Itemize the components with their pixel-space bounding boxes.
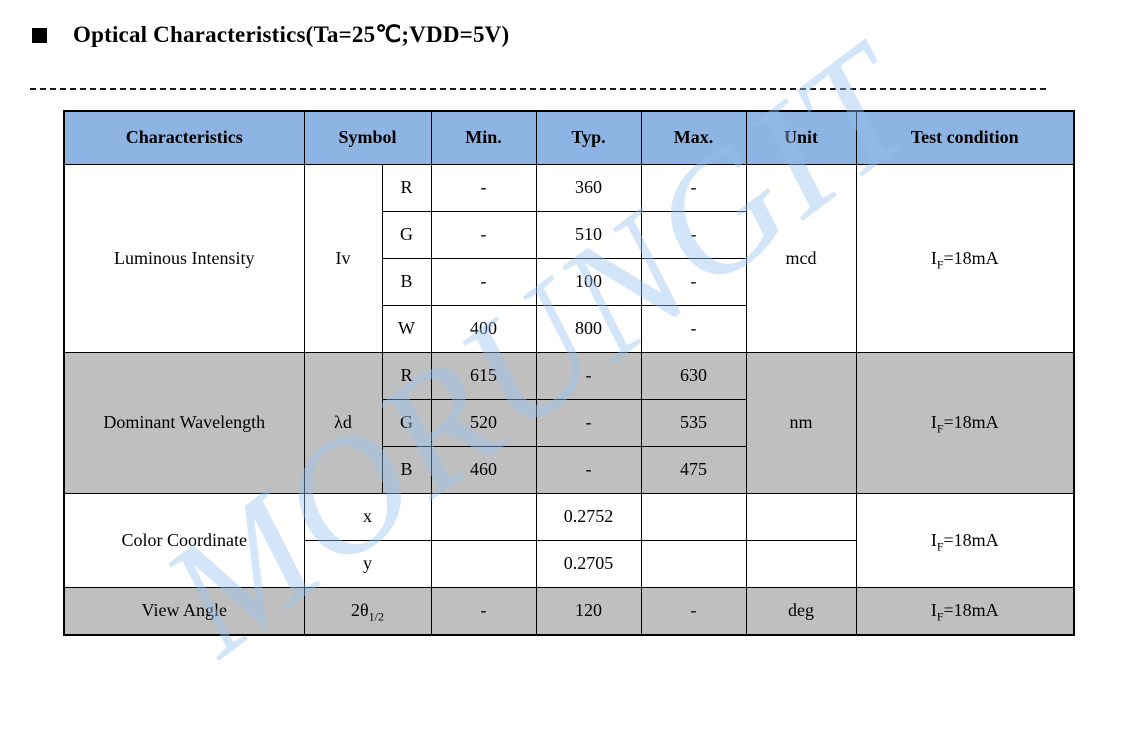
dominant-r-max-cell: 630 <box>640 351 747 400</box>
test-post: =18mA <box>943 529 999 550</box>
luminous-r-min-cell: - <box>430 163 537 212</box>
test-sub: F <box>936 609 944 624</box>
page-title: Optical Characteristics(Ta=25℃;VDD=5V) <box>73 22 510 47</box>
view-angle-typ-cell: 120 <box>535 586 642 636</box>
luminous-g-max-cell: - <box>640 210 747 259</box>
coordinate-test-condition-cell: IF=18mA <box>855 492 1075 588</box>
luminous-row-w: W 400 800 - <box>64 304 1074 353</box>
header-typ: Typ. <box>535 110 642 165</box>
table-container: Characteristics Symbol Min. Typ. Max. Un… <box>63 110 1075 636</box>
luminous-b-typ-cell: 100 <box>535 257 642 306</box>
dominant-row-g: G 520 - 535 <box>64 398 1074 447</box>
test-condition-text: IF=18mA <box>930 412 999 435</box>
coordinate-x-min-cell <box>430 492 537 541</box>
coordinate-x-max-cell <box>640 492 747 541</box>
header-test-condition: Test condition <box>855 110 1075 165</box>
test-post: =18mA <box>943 247 999 268</box>
dominant-g-max-cell: 535 <box>640 398 747 447</box>
view-angle-test-condition-cell: IF=18mA <box>855 586 1075 636</box>
bullet-square-icon <box>32 27 47 43</box>
luminous-r-channel-cell: R <box>381 163 432 212</box>
symbol-sub: 1/2 <box>368 609 384 624</box>
dominant-unit-cell: nm <box>745 351 857 494</box>
test-pre: I <box>930 600 937 621</box>
luminous-test-condition-cell: IF=18mA <box>855 163 1075 353</box>
test-condition-text: IF=18mA <box>930 247 999 272</box>
dominant-b-typ-cell: - <box>535 445 642 494</box>
optical-characteristics-table: Characteristics Symbol Min. Typ. Max. Un… <box>63 110 1075 636</box>
coordinate-name-cell: Color Coordinate <box>63 492 305 588</box>
view-angle-symbol-text: 2θ1/2 <box>351 600 384 623</box>
view-angle-row: View Angle 2θ1/2 - 120 - deg IF=18mA <box>63 586 1075 636</box>
dominant-r-channel-cell: R <box>381 351 432 400</box>
symbol-pre: 2θ <box>351 600 369 621</box>
luminous-w-min-cell: 400 <box>430 304 537 353</box>
luminous-row-g: G - 510 - <box>64 210 1074 259</box>
test-post: =18mA <box>943 600 999 621</box>
luminous-b-channel-cell: B <box>381 257 432 306</box>
luminous-unit-cell: mcd <box>745 163 857 353</box>
test-condition-text: IF=18mA <box>930 600 999 623</box>
dashed-separator <box>30 88 1048 90</box>
dominant-test-condition-cell: IF=18mA <box>855 351 1075 494</box>
coordinate-row-y: y 0.2705 <box>64 539 1074 588</box>
coordinate-x-typ-cell: 0.2752 <box>535 492 642 541</box>
dominant-row-b: B 460 - 475 <box>64 445 1074 494</box>
luminous-row-b: B - 100 - <box>64 257 1074 306</box>
dominant-b-channel-cell: B <box>381 445 432 494</box>
test-pre: I <box>930 247 937 268</box>
view-angle-symbol-cell: 2θ1/2 <box>303 586 432 636</box>
header-unit: Unit <box>745 110 857 165</box>
coordinate-y-max-cell <box>640 539 747 588</box>
test-sub: F <box>936 539 944 554</box>
dominant-b-max-cell: 475 <box>640 445 747 494</box>
header-min: Min. <box>430 110 537 165</box>
luminous-w-channel-cell: W <box>381 304 432 353</box>
luminous-r-max-cell: - <box>640 163 747 212</box>
luminous-b-max-cell: - <box>640 257 747 306</box>
dominant-g-channel-cell: G <box>381 398 432 447</box>
view-angle-min-cell: - <box>430 586 537 636</box>
test-post: =18mA <box>943 412 999 432</box>
dominant-b-min-cell: 460 <box>430 445 537 494</box>
coordinate-y-unit-cell <box>745 539 857 588</box>
luminous-g-channel-cell: G <box>381 210 432 259</box>
dominant-row-r: Dominant Wavelength λd R 615 - 630 nm IF… <box>63 351 1075 494</box>
luminous-symbol-cell: Iv <box>303 163 383 353</box>
coordinate-y-symbol-cell: y <box>303 539 432 588</box>
luminous-name-cell: Luminous Intensity <box>63 163 305 353</box>
coordinate-x-unit-cell <box>745 492 857 541</box>
test-pre: I <box>930 412 937 432</box>
header-max: Max. <box>640 110 747 165</box>
view-angle-unit-cell: deg <box>745 586 857 636</box>
luminous-g-typ-cell: 510 <box>535 210 642 259</box>
dominant-r-min-cell: 615 <box>430 351 537 400</box>
test-pre: I <box>930 529 937 550</box>
luminous-row-r: Luminous Intensity Iv R - 360 - mcd IF=1… <box>63 163 1075 353</box>
dominant-g-typ-cell: - <box>535 398 642 447</box>
dominant-r-typ-cell: - <box>535 351 642 400</box>
dominant-g-min-cell: 520 <box>430 398 537 447</box>
view-angle-name-cell: View Angle <box>63 586 305 636</box>
coordinate-row-x: Color Coordinate x 0.2752 IF=18mA <box>63 492 1075 588</box>
header-row: Characteristics Symbol Min. Typ. Max. Un… <box>63 110 1075 165</box>
luminous-g-min-cell: - <box>430 210 537 259</box>
section-title-row: Optical Characteristics(Ta=25℃;VDD=5V) <box>32 22 509 48</box>
dominant-name-cell: Dominant Wavelength <box>63 351 305 494</box>
dominant-symbol-cell: λd <box>303 351 383 494</box>
luminous-w-max-cell: - <box>640 304 747 353</box>
luminous-r-typ-cell: 360 <box>535 163 642 212</box>
view-angle-max-cell: - <box>640 586 747 636</box>
test-sub: F <box>936 421 944 436</box>
test-condition-text: IF=18mA <box>930 529 999 554</box>
header-symbol: Symbol <box>303 110 432 165</box>
coordinate-y-typ-cell: 0.2705 <box>535 539 642 588</box>
luminous-b-min-cell: - <box>430 257 537 306</box>
coordinate-x-symbol-cell: x <box>303 492 432 541</box>
coordinate-y-min-cell <box>430 539 537 588</box>
header-characteristics: Characteristics <box>63 110 305 165</box>
luminous-w-typ-cell: 800 <box>535 304 642 353</box>
test-sub: F <box>936 257 944 272</box>
